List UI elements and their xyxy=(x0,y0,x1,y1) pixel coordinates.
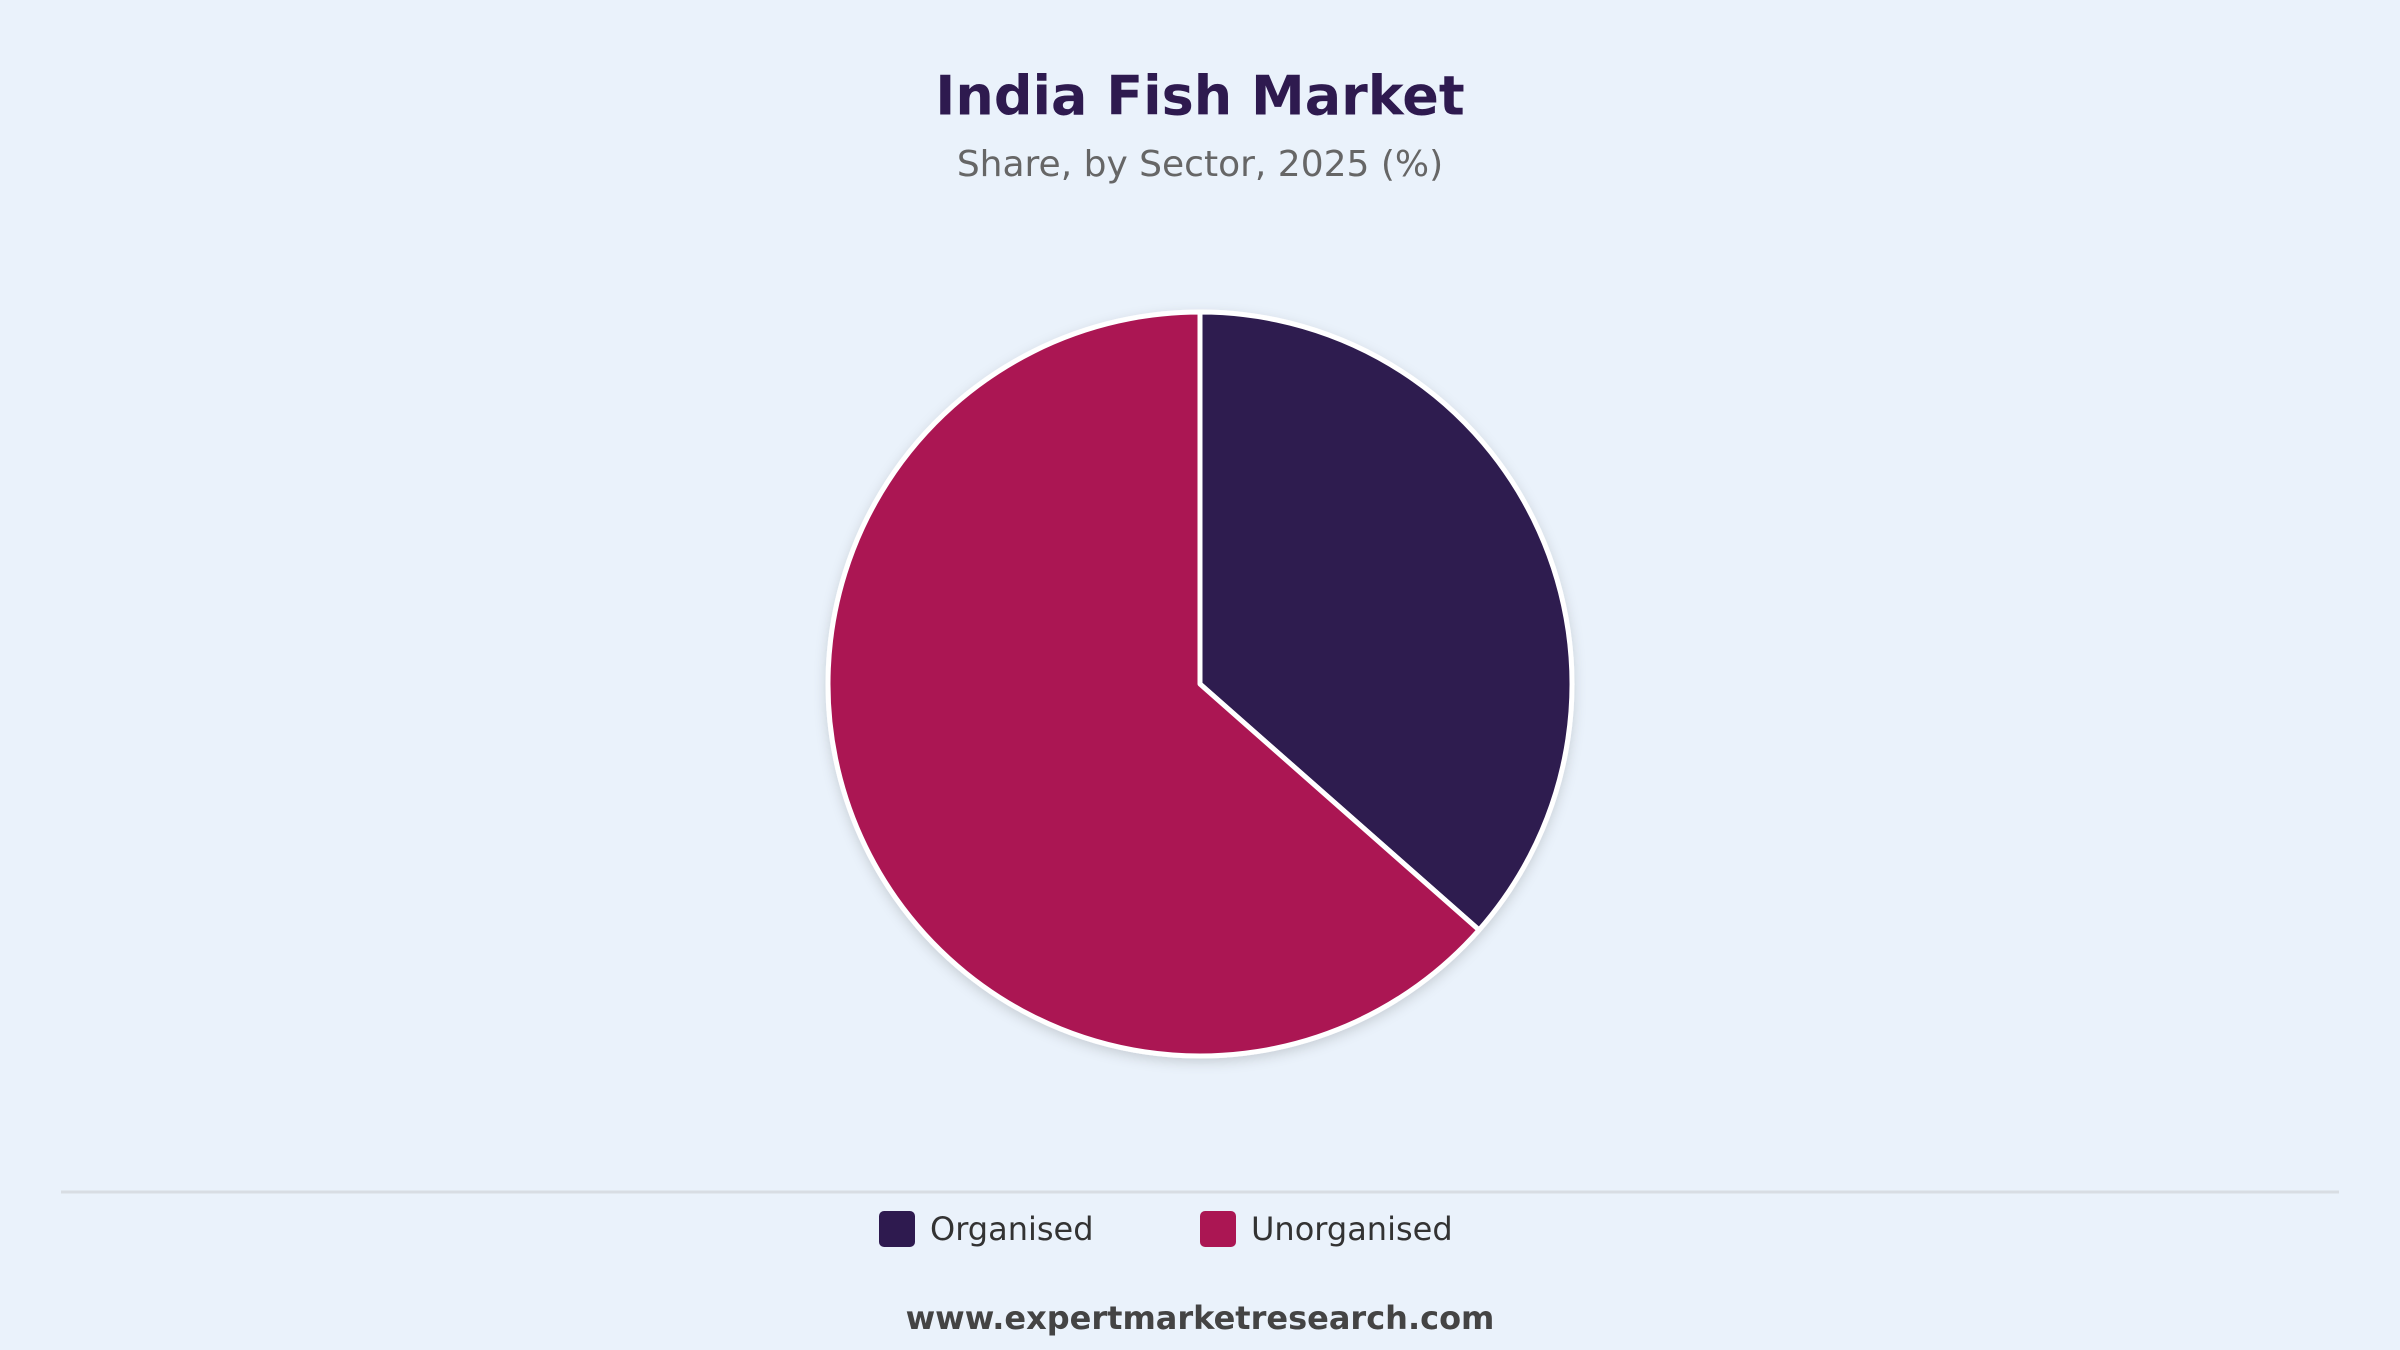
legend-label: Organised xyxy=(930,1210,1094,1248)
legend-swatch xyxy=(1200,1211,1236,1247)
legend-swatch xyxy=(879,1211,915,1247)
source: www.expertmarketresearch.com xyxy=(906,1299,1495,1337)
chart-subtitle: Share, by Sector, 2025 (%) xyxy=(957,144,1443,185)
pie-slice xyxy=(1197,309,1575,933)
pie-slice xyxy=(825,309,1482,1059)
legend-label: Unorganised xyxy=(1251,1210,1453,1248)
legend: Organised Unorganised xyxy=(879,1210,1453,1248)
pie xyxy=(825,309,1575,1059)
chart-title: India Fish Market xyxy=(935,65,1464,128)
